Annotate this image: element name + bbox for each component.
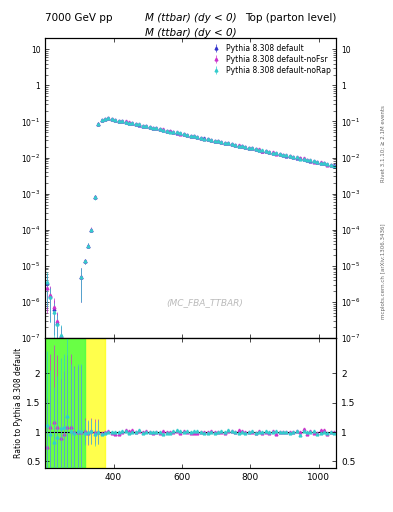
Text: (MC_FBA_TTBAR): (MC_FBA_TTBAR) bbox=[167, 297, 244, 307]
Text: mcplots.cern.ch [arXiv:1306.3436]: mcplots.cern.ch [arXiv:1306.3436] bbox=[381, 224, 386, 319]
Text: 7000 GeV pp: 7000 GeV pp bbox=[45, 13, 113, 23]
Text: Rivet 3.1.10; ≥ 2.1M events: Rivet 3.1.10; ≥ 2.1M events bbox=[381, 105, 386, 182]
Text: Top (parton level): Top (parton level) bbox=[244, 13, 336, 23]
Legend: Pythia 8.308 default, Pythia 8.308 default-noFsr, Pythia 8.308 default-noRap: Pythia 8.308 default, Pythia 8.308 defau… bbox=[208, 42, 332, 76]
Bar bbox=[45, 338, 84, 468]
Y-axis label: Ratio to Pythia 8.308 default: Ratio to Pythia 8.308 default bbox=[14, 348, 23, 458]
Bar bbox=[45, 338, 105, 468]
Text: M (ttbar) (dy < 0): M (ttbar) (dy < 0) bbox=[145, 13, 237, 23]
Title: M (ttbar) (dy < 0): M (ttbar) (dy < 0) bbox=[145, 28, 237, 37]
